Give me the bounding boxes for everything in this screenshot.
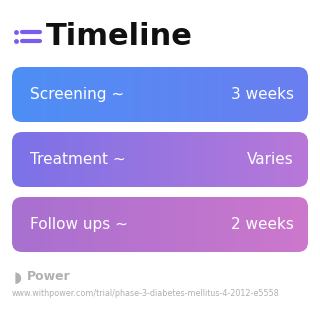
Text: 2 weeks: 2 weeks	[231, 217, 294, 232]
Text: Screening ~: Screening ~	[30, 87, 124, 102]
Text: Follow ups ~: Follow ups ~	[30, 217, 128, 232]
Text: Timeline: Timeline	[46, 22, 193, 51]
Text: Varies: Varies	[247, 152, 294, 167]
Text: www.withpower.com/trial/phase-3-diabetes-mellitus-4-2012-e5558: www.withpower.com/trial/phase-3-diabetes…	[12, 288, 280, 298]
Text: 3 weeks: 3 weeks	[231, 87, 294, 102]
Text: Treatment ~: Treatment ~	[30, 152, 126, 167]
Text: ◗: ◗	[14, 269, 22, 284]
Text: Power: Power	[27, 270, 71, 284]
